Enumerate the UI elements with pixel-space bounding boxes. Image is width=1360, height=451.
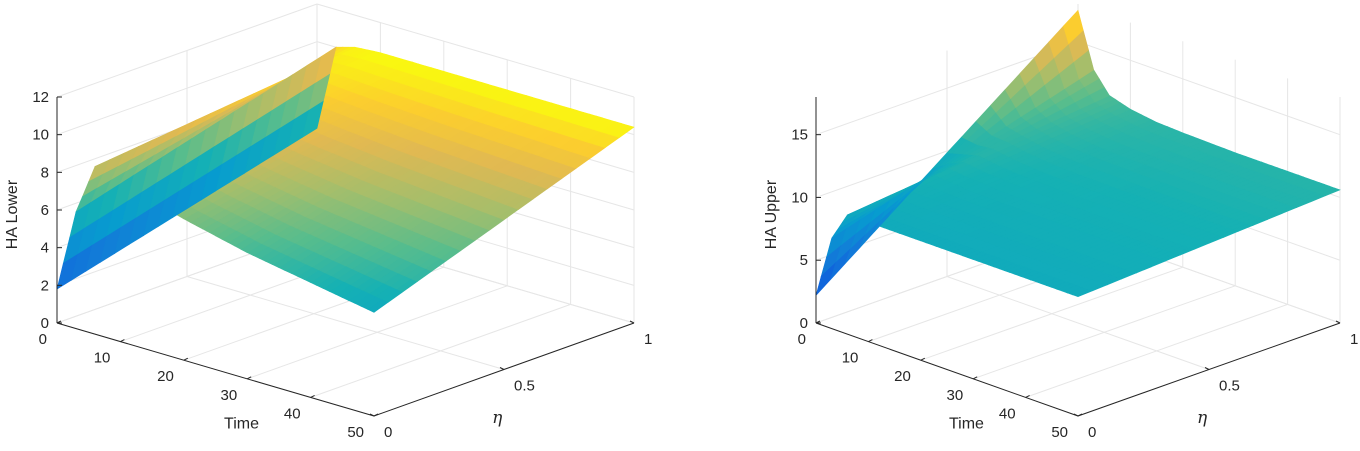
grid-line — [56, 41, 318, 136]
y-tick — [499, 367, 505, 370]
y-axis-title: η — [492, 408, 503, 428]
x-tick — [815, 320, 821, 324]
z-tick-label: 10 — [32, 127, 49, 144]
x-tick-label: 20 — [894, 368, 911, 385]
x-tick — [56, 320, 62, 324]
z-tick-label: 0 — [800, 315, 808, 332]
x-tick — [1077, 413, 1083, 417]
x-tick-label: 0 — [798, 331, 806, 348]
surface-mesh — [56, 46, 635, 313]
x-tick — [310, 394, 315, 398]
grid-line — [316, 3, 635, 98]
z-axis-title: HA Lower — [4, 179, 21, 249]
x-tick-label: 0 — [39, 331, 47, 348]
z-tick-label: 5 — [800, 252, 808, 269]
y-tick-label: 0.5 — [1219, 378, 1240, 395]
y-tick — [1204, 367, 1210, 370]
x-tick — [972, 376, 978, 380]
grid-line — [815, 41, 1079, 136]
x-tick — [373, 413, 379, 417]
grid-line — [1077, 41, 1341, 136]
y-tick — [1335, 320, 1341, 324]
x-tick — [920, 357, 926, 361]
y-tick-label: 0 — [384, 424, 392, 441]
axes: 0 2 4 6 8 10 12 0 10 20 30 40 50 0 0.5 1 Time η HA Lower — [4, 89, 652, 441]
y-tick-label: 0.5 — [514, 378, 535, 395]
y-tick — [369, 413, 375, 417]
x-tick — [1025, 394, 1030, 398]
x-axis-title: Time — [224, 416, 259, 433]
surface-patch — [302, 100, 324, 138]
x-tick-label: 10 — [94, 350, 111, 367]
y-tick-label: 1 — [1350, 331, 1358, 348]
y-tick — [629, 320, 635, 324]
z-tick-label: 4 — [41, 240, 49, 257]
x-tick-label: 40 — [999, 405, 1016, 422]
x-axis-line — [56, 322, 375, 417]
x-tick-label: 20 — [157, 368, 174, 385]
y-axis-title: η — [1197, 408, 1208, 428]
z-axis-title: HA Upper — [763, 179, 780, 249]
y-tick — [1073, 413, 1079, 417]
x-tick-label: 50 — [1051, 424, 1068, 441]
y-tick-label: 0 — [1088, 424, 1096, 441]
x-tick-label: 30 — [221, 387, 238, 404]
x-tick-label: 40 — [284, 405, 301, 422]
grid-line — [946, 276, 1210, 370]
x-axis-title: Time — [949, 416, 984, 433]
surface-plot-ha-upper: 0 5 10 15 0 10 20 30 40 50 0 0.5 1 Time η HA Upper — [763, 4, 1358, 441]
x-tick — [868, 339, 873, 343]
axes: 0 5 10 15 0 10 20 30 40 50 0 0.5 1 Time η HA Upper — [763, 97, 1358, 441]
z-tick-label: 0 — [41, 315, 49, 332]
x-tick — [183, 357, 189, 361]
surface-plot-ha-lower: 0 2 4 6 8 10 12 0 10 20 30 40 50 0 0.5 1 Time η HA Lower — [4, 3, 652, 441]
x-tick-label: 30 — [947, 387, 964, 404]
x-axis-line — [815, 322, 1079, 417]
surface-patch — [1063, 9, 1084, 45]
x-tick — [120, 339, 125, 343]
grid-line — [56, 3, 318, 98]
z-tick-label: 8 — [41, 164, 49, 181]
x-tick-label: 50 — [347, 424, 364, 441]
y-tick-label: 1 — [644, 331, 652, 348]
grid-line — [186, 276, 505, 370]
z-tick-label: 12 — [32, 89, 49, 106]
x-tick — [246, 376, 252, 380]
surface-mesh — [815, 9, 1341, 298]
z-tick-label: 2 — [41, 277, 49, 294]
z-tick-label: 10 — [791, 189, 808, 206]
x-tick-label: 10 — [842, 350, 859, 367]
z-tick-label: 15 — [791, 127, 808, 144]
z-tick-label: 6 — [41, 202, 49, 219]
